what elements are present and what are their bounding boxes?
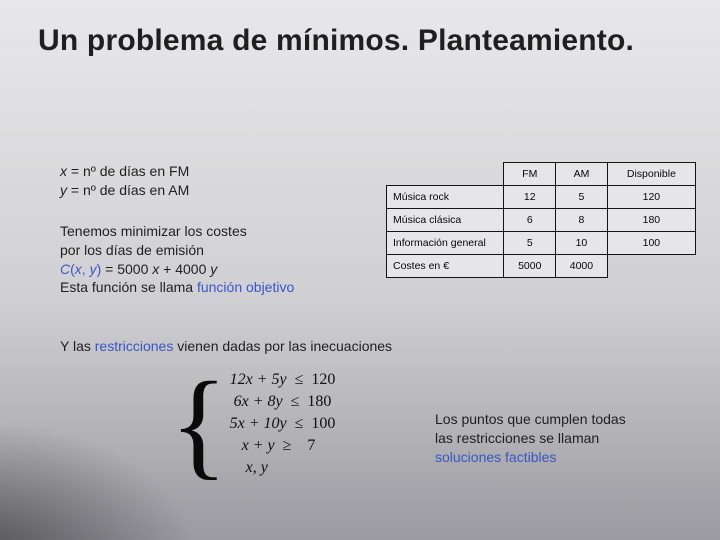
table-header-am: AM bbox=[556, 163, 608, 186]
table-head-row: FM AM Disponible bbox=[387, 163, 696, 186]
para-line-1: Tenemos minimizar los costes bbox=[60, 222, 370, 241]
table-row: Información general 5 10 100 bbox=[387, 232, 696, 255]
table-row: Música clásica 6 8 180 bbox=[387, 209, 696, 232]
feasible-paragraph: Los puntos que cumplen todas las restric… bbox=[435, 410, 690, 467]
table-row: Música rock 12 5 120 bbox=[387, 186, 696, 209]
objective-function-label: función objetivo bbox=[197, 279, 294, 295]
table-header-disp: Disponible bbox=[607, 163, 695, 186]
left-text-block: x = nº de días en FM y = nº de días en A… bbox=[60, 162, 370, 297]
var-x: x bbox=[60, 163, 67, 179]
equation-row: 6x + 8y ≤ 180 bbox=[230, 393, 336, 411]
objective-paragraph: Tenemos minimizar los costes por los día… bbox=[60, 222, 370, 298]
def-y: y = nº de días en AM bbox=[60, 181, 370, 200]
feasible-solutions-label: soluciones factibles bbox=[435, 448, 690, 467]
var-y: y bbox=[60, 182, 67, 198]
slide-title: Un problema de mínimos. Planteamiento. bbox=[38, 24, 700, 58]
table-row: Costes en € 5000 4000 bbox=[387, 255, 696, 278]
table-header-blank bbox=[387, 163, 504, 186]
equation-lines: 12x + 5y ≤ 120 6x + 8y ≤ 180 5x + 10y ≤ … bbox=[230, 371, 336, 477]
def-x: x = nº de días en FM bbox=[60, 162, 370, 181]
data-table: FM AM Disponible Música rock 12 5 120 Mú… bbox=[386, 162, 696, 278]
feasible-line-1: Los puntos que cumplen todas bbox=[435, 410, 690, 429]
data-table-wrap: FM AM Disponible Música rock 12 5 120 Mú… bbox=[386, 162, 696, 278]
restrictions-sentence: Y las restricciones vienen dadas por las… bbox=[60, 338, 392, 354]
slide: Un problema de mínimos. Planteamiento. x… bbox=[0, 0, 720, 540]
equation-row: 12x + 5y ≤ 120 bbox=[230, 371, 336, 389]
para-line-4: Esta función se llama función objetivo bbox=[60, 278, 370, 297]
feasible-line-2: las restricciones se llaman bbox=[435, 429, 690, 448]
table-header-fm: FM bbox=[504, 163, 556, 186]
variable-definitions: x = nº de días en FM y = nº de días en A… bbox=[60, 162, 370, 200]
equation-row: 5x + 10y ≤ 100 bbox=[230, 415, 336, 433]
brace-icon: { bbox=[170, 370, 228, 478]
para-line-2: por los días de emisión bbox=[60, 241, 370, 260]
restrictions-word: restricciones bbox=[95, 338, 174, 354]
equation-system: { 12x + 5y ≤ 120 6x + 8y ≤ 180 5x + 10y … bbox=[170, 370, 335, 478]
equation-row: x + y ≥ 7 bbox=[230, 437, 336, 455]
equation-row: x, y bbox=[230, 459, 336, 477]
cost-function: C(x, y) = 5000 x + 4000 y bbox=[60, 260, 370, 279]
